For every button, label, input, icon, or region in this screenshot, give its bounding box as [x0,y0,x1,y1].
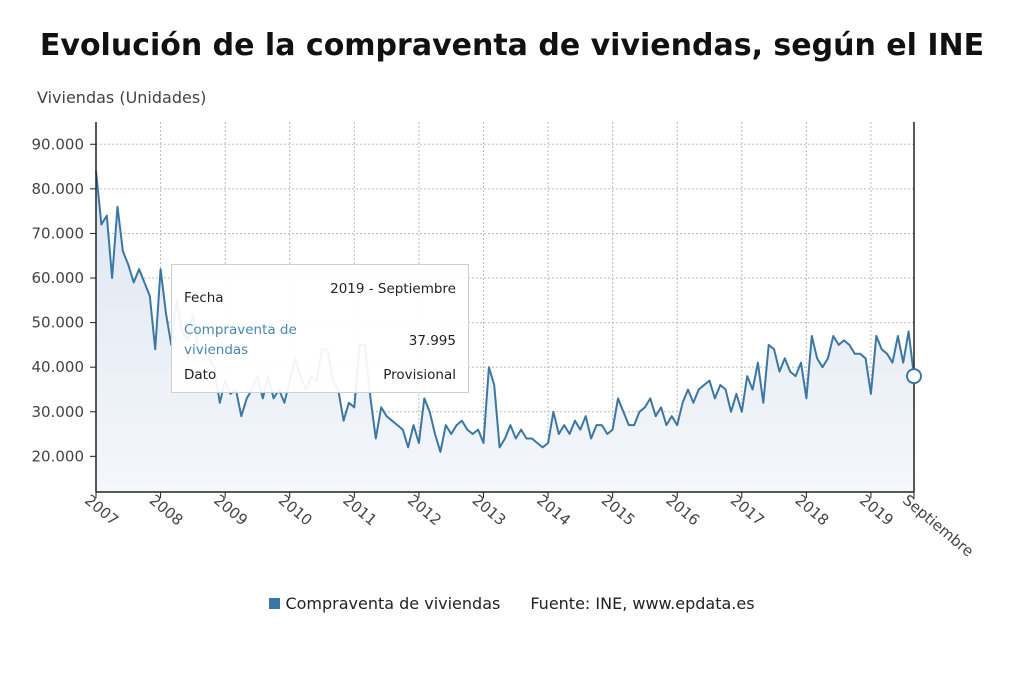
axes [95,122,915,493]
x-tick-label: 2009 [210,491,251,529]
x-tick-label: Septiembre [899,491,977,561]
x-tick-label: 2019 [856,491,897,529]
tooltip-status-label: Dato [184,367,217,383]
x-tick-label: 2010 [275,491,316,529]
tooltip-series-label: Compraventa de viviendas [184,322,297,358]
y-tick-label: 50.000 [32,314,85,332]
tooltip-date-value: 2019 - Septiembre [330,281,456,297]
highlight-point[interactable] [906,368,922,385]
x-tick-label: 2012 [404,491,445,529]
legend-swatch [269,598,281,609]
y-tick-label: 90.000 [32,135,85,153]
chart-title: Evolución de la compraventa de viviendas… [39,28,985,63]
x-tick-label: 2007 [81,491,122,529]
tooltip-series-value: 37.995 [408,333,456,349]
y-axis-label: Viviendas (Unidades) [37,88,207,107]
y-tick-label: 70.000 [32,224,85,242]
x-tick-label: 2018 [792,491,833,529]
x-tick-label: 2016 [662,491,703,529]
y-tick-label: 30.000 [32,403,85,421]
series-area [96,171,914,492]
tooltip-date-label: Fecha [184,290,224,306]
y-tick-label: 60.000 [32,269,85,287]
x-tick-label: 2008 [146,491,187,529]
x-tick-label: 2013 [469,491,510,529]
y-tick-label: 20.000 [32,447,85,465]
y-axis-ticks: 20.000 30.000 40.000 50.000 60.000 70.000 80.0… [32,135,96,465]
x-tick-label: 2014 [533,491,574,529]
legend-series-label: Compraventa de viviendas [285,594,501,613]
tooltip-status-value: Provisional [383,367,456,383]
source-note: Fuente: INE, www.epdata.es [530,594,755,613]
x-tick-label: 2011 [339,491,380,529]
x-tick-label: 2017 [727,491,768,529]
y-tick-label: 80.000 [32,180,85,198]
x-tick-label: 2015 [598,491,639,529]
legend: Compraventa de viviendas Fuente: INE, www… [0,594,1024,613]
x-axis-ticks: 2007 2008 2009 2010 2011 2012 2013 2014 2015 2016… [81,491,977,561]
y-tick-label: 40.000 [32,358,85,376]
tooltip: Fecha 2019 - Septiembre Compraventa de v… [171,264,469,393]
